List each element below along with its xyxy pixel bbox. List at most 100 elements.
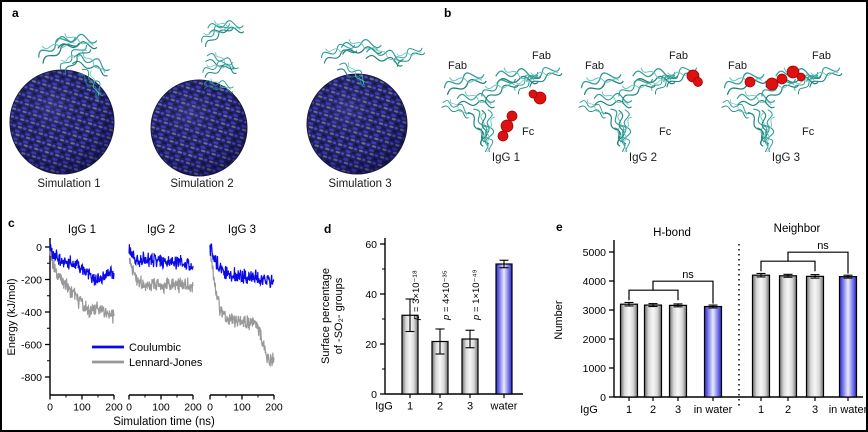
y-tick-label: 4000 [583, 276, 607, 288]
y-axis-title: Energy (kJ/mol) [6, 278, 18, 355]
simulation-3-caption: Simulation 3 [328, 178, 392, 190]
igg-structure-1: Fab Fab Fc IgG 1 [440, 42, 572, 172]
lennard_jones-trace [209, 246, 275, 368]
x-tick-label: 0 [207, 402, 213, 414]
panel-d-label: d [324, 222, 332, 236]
igg-2-render [577, 63, 703, 156]
igg-name: IgG 3 [771, 152, 801, 164]
simulation-1: Simulation 1 [4, 16, 134, 194]
sphere-shading [151, 80, 247, 176]
x-axis-prefix: IgG [375, 401, 393, 413]
bar-2 [643, 304, 663, 398]
x-category-label: in water [694, 404, 733, 416]
x-category-label: 1 [626, 404, 632, 416]
igg-ribbon [577, 63, 701, 156]
igg-name: IgG 1 [491, 152, 521, 164]
simulation-1-render [9, 30, 115, 175]
ns-annotation: ns [682, 269, 694, 281]
red-patches [686, 69, 703, 87]
x-category-label: 1 [758, 404, 764, 416]
lennard_jones-trace [49, 250, 115, 324]
fc-label: Fc [802, 126, 815, 138]
bar-1 [751, 274, 771, 398]
y-tick-label: 20 [365, 339, 377, 351]
y-tick-label: 0 [371, 389, 377, 401]
surface-percentage-chart: 0 20 40 60 Surface percentageof -SO₂- groups… [320, 238, 523, 413]
x-tick-label: 0 [47, 402, 53, 414]
bar-in water [838, 276, 858, 398]
bar-1 [619, 303, 639, 398]
x-tick-label: 200 [265, 402, 283, 414]
red-patches [497, 89, 547, 142]
x-tick-label: 200 [184, 402, 202, 414]
x-tick-label: 100 [73, 402, 91, 414]
simulation-1-caption: Simulation 1 [37, 178, 101, 190]
p-value-label: p = 4×10⁻³⁵ [441, 270, 452, 321]
panel-e-label: e [556, 220, 563, 234]
bar-3 [805, 275, 825, 398]
simulation-2-render [150, 18, 248, 177]
x-category-label: 3 [812, 404, 818, 416]
panel-c-label: c [8, 216, 15, 230]
y-axis-title: Surface percentageof -SO₂- groups [320, 268, 345, 364]
y-tick-label: 2000 [583, 334, 607, 346]
sphere-shading [307, 74, 407, 174]
x-axis-prefix: IgG [580, 404, 598, 416]
subplot-title: IgG 2 [147, 224, 175, 236]
svg-text:p = 1×10⁻⁴⁹: p = 1×10⁻⁴⁹ [471, 269, 482, 321]
y-tick-label: 5000 [583, 247, 607, 259]
y-tick-label: 3000 [583, 305, 607, 317]
y-tick-label: 1000 [583, 363, 607, 375]
igg-1-render [440, 63, 564, 156]
p-value-label: p = 3×10⁻¹⁸ [411, 270, 422, 321]
fab-label: Fab [669, 50, 688, 62]
x-tick-label: 200 [105, 402, 123, 414]
fc-label: Fc [659, 126, 672, 138]
fab-label: Fab [585, 60, 604, 72]
bar-2 [778, 275, 798, 398]
svg-text:p = 3×10⁻¹⁸: p = 3×10⁻¹⁸ [411, 270, 422, 321]
energy-chart: 0 -200 -400 -600 -800 Energy (kJ/mol) Simulati… [6, 224, 283, 428]
y-axis-title: Number [553, 300, 565, 339]
p-value-label: p = 1×10⁻⁴⁹ [471, 269, 482, 321]
fab-label: Fab [812, 50, 831, 62]
sphere-shading [10, 70, 114, 174]
y-tick-label: -600 [21, 339, 42, 351]
x-category-label: 2 [437, 401, 443, 413]
ns-bracket [760, 260, 816, 272]
y-tick-label: -200 [21, 274, 42, 286]
simulation-2-caption: Simulation 2 [170, 178, 234, 190]
ns-bracket [628, 289, 679, 301]
x-tick-label: 100 [233, 402, 251, 414]
subplot-title: IgG 1 [68, 224, 96, 236]
fab-label: Fab [728, 60, 747, 72]
simulation-2: Simulation 2 [137, 16, 267, 194]
bar-3 [668, 304, 688, 398]
x-category-label: water [490, 401, 518, 413]
svg-text:p = 4×10⁻³⁵: p = 4×10⁻³⁵ [441, 270, 452, 321]
x-category-label: 3 [467, 401, 473, 413]
ns-annotation: ns [817, 240, 829, 252]
y-tick-label: -800 [21, 372, 42, 384]
ns-bracket [787, 251, 849, 274]
lennard_jones-trace [128, 257, 194, 296]
x-axis-title: Simulation time (ns) [113, 416, 215, 428]
y-tick-label: 0 [36, 242, 42, 254]
panel-b-label: b [444, 6, 452, 20]
ns-bracket [652, 280, 714, 304]
panel-a-label: a [12, 6, 19, 20]
x-category-label: 3 [675, 404, 681, 416]
legend-label: Coulumbic [129, 342, 181, 354]
y-tick-label: 40 [365, 289, 377, 301]
igg-structure-3: Fab Fab Fc IgG 3 [720, 42, 852, 172]
bar-in water [703, 305, 723, 398]
fc-label: Fc [522, 126, 535, 138]
coulombic-trace [49, 243, 115, 286]
y-tick-label: -400 [21, 307, 42, 319]
group-title: Neighbor [774, 223, 821, 235]
red-patches [744, 65, 806, 91]
igg-name: IgG 2 [628, 152, 658, 164]
simulation-3: Simulation 3 [295, 16, 427, 194]
